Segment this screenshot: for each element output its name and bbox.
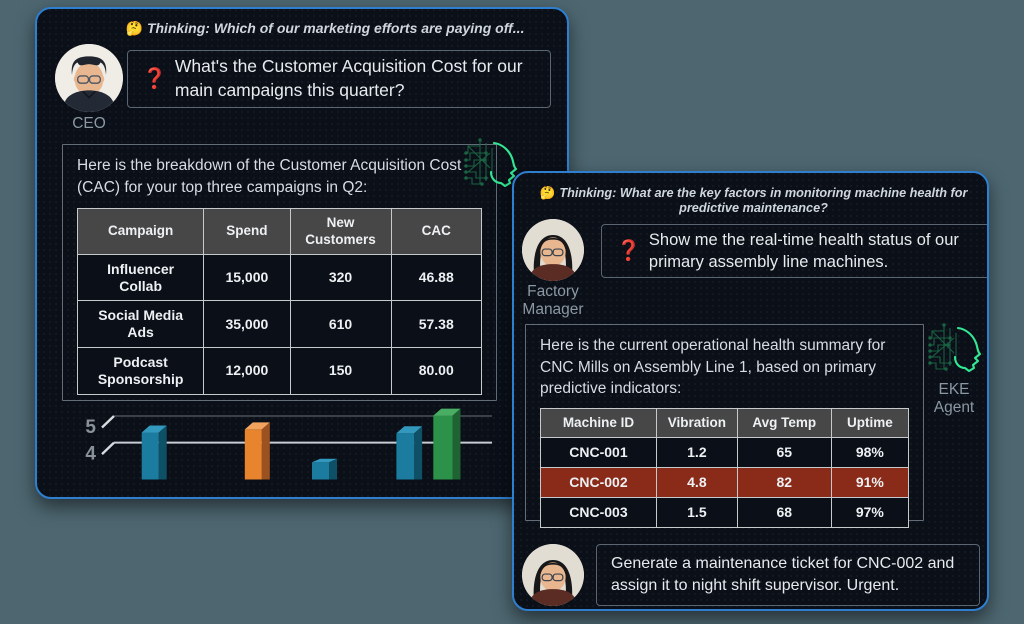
svg-text:4: 4 (85, 444, 96, 465)
svg-text:5: 5 (85, 417, 96, 438)
